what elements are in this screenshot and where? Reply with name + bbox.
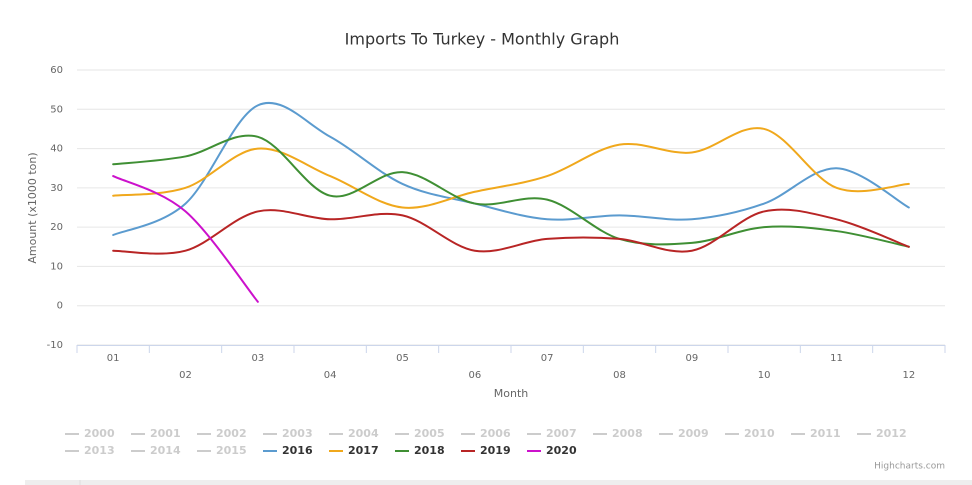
legend-item[interactable]: 2002 (197, 427, 247, 440)
legend-label: 2017 (348, 444, 379, 457)
y-tick-label: 50 (50, 104, 63, 115)
legend-item[interactable]: 2010 (725, 427, 775, 440)
legend-item[interactable]: 2015 (197, 444, 247, 457)
series-line (112, 175, 259, 303)
x-tick-label: 07 (541, 353, 554, 364)
legend-item[interactable]: 2018 (395, 444, 445, 457)
legend-label: 2007 (546, 427, 577, 440)
footer-bar (25, 480, 972, 485)
x-tick-label: 04 (324, 370, 337, 381)
legend-item[interactable]: 2014 (131, 444, 181, 457)
legend-label: 2020 (546, 444, 577, 457)
legend-label: 2014 (150, 444, 181, 457)
y-tick-label: 10 (50, 261, 63, 272)
x-tick-label: 02 (179, 370, 192, 381)
x-axis-title: Month (494, 387, 529, 400)
legend-item[interactable]: 2016 (263, 444, 313, 457)
x-tick-label: 03 (251, 353, 264, 364)
legend-label: 2008 (612, 427, 643, 440)
series-line (112, 102, 910, 236)
legend-item[interactable]: 2007 (527, 427, 577, 440)
x-tick-label: 12 (902, 370, 915, 381)
legend-label: 2012 (876, 427, 907, 440)
chart-title: Imports To Turkey - Monthly Graph (345, 30, 620, 49)
legend-item[interactable]: 2020 (527, 444, 577, 457)
legend-label: 2001 (150, 427, 181, 440)
x-tick-label: 09 (685, 353, 698, 364)
legend-item[interactable]: 2017 (329, 444, 379, 457)
legend-label: 2002 (216, 427, 247, 440)
x-tick-label: 05 (396, 353, 409, 364)
legend-item[interactable]: 2011 (791, 427, 841, 440)
legend-item[interactable]: 2013 (65, 444, 115, 457)
legend-label: 2006 (480, 427, 511, 440)
legend-item[interactable]: 2008 (593, 427, 643, 440)
series-line (112, 208, 910, 255)
y-tick-label: 20 (50, 222, 63, 233)
series-line (112, 134, 910, 248)
x-tick-label: 10 (758, 370, 771, 381)
x-tick-label: 06 (468, 370, 481, 381)
series-line (112, 127, 910, 209)
y-axis-title: Amount (x1000 ton) (26, 152, 39, 263)
legend-label: 2000 (84, 427, 115, 440)
legend-label: 2015 (216, 444, 247, 457)
legend-item[interactable]: 2005 (395, 427, 445, 440)
y-tick-label: -10 (47, 340, 63, 351)
legend-item[interactable]: 2012 (857, 427, 907, 440)
legend-label: 2011 (810, 427, 841, 440)
legend-label: 2019 (480, 444, 511, 457)
y-tick-label: 30 (50, 183, 63, 194)
legend-label: 2004 (348, 427, 379, 440)
legend-label: 2010 (744, 427, 775, 440)
legend-label: 2009 (678, 427, 709, 440)
legend-item[interactable]: 2004 (329, 427, 379, 440)
credits[interactable]: Highcharts.com (874, 462, 945, 472)
legend-label: 2013 (84, 444, 115, 457)
y-tick-label: 40 (50, 144, 63, 155)
legend-label: 2016 (282, 444, 313, 457)
legend-item[interactable]: 2003 (263, 427, 313, 440)
legend-label: 2003 (282, 427, 313, 440)
legend-item[interactable]: 2001 (131, 427, 181, 440)
legend-label: 2018 (414, 444, 445, 457)
y-tick-label: 60 (50, 65, 63, 76)
x-tick-label: 01 (107, 353, 120, 364)
y-tick-label: 0 (57, 301, 63, 312)
legend-label: 2005 (414, 427, 445, 440)
legend-item[interactable]: 2006 (461, 427, 511, 440)
legend-item[interactable]: 2000 (65, 427, 115, 440)
legend-item[interactable]: 2019 (461, 444, 511, 457)
x-tick-label: 08 (613, 370, 626, 381)
x-tick-label: 11 (830, 353, 843, 364)
legend-item[interactable]: 2009 (659, 427, 709, 440)
